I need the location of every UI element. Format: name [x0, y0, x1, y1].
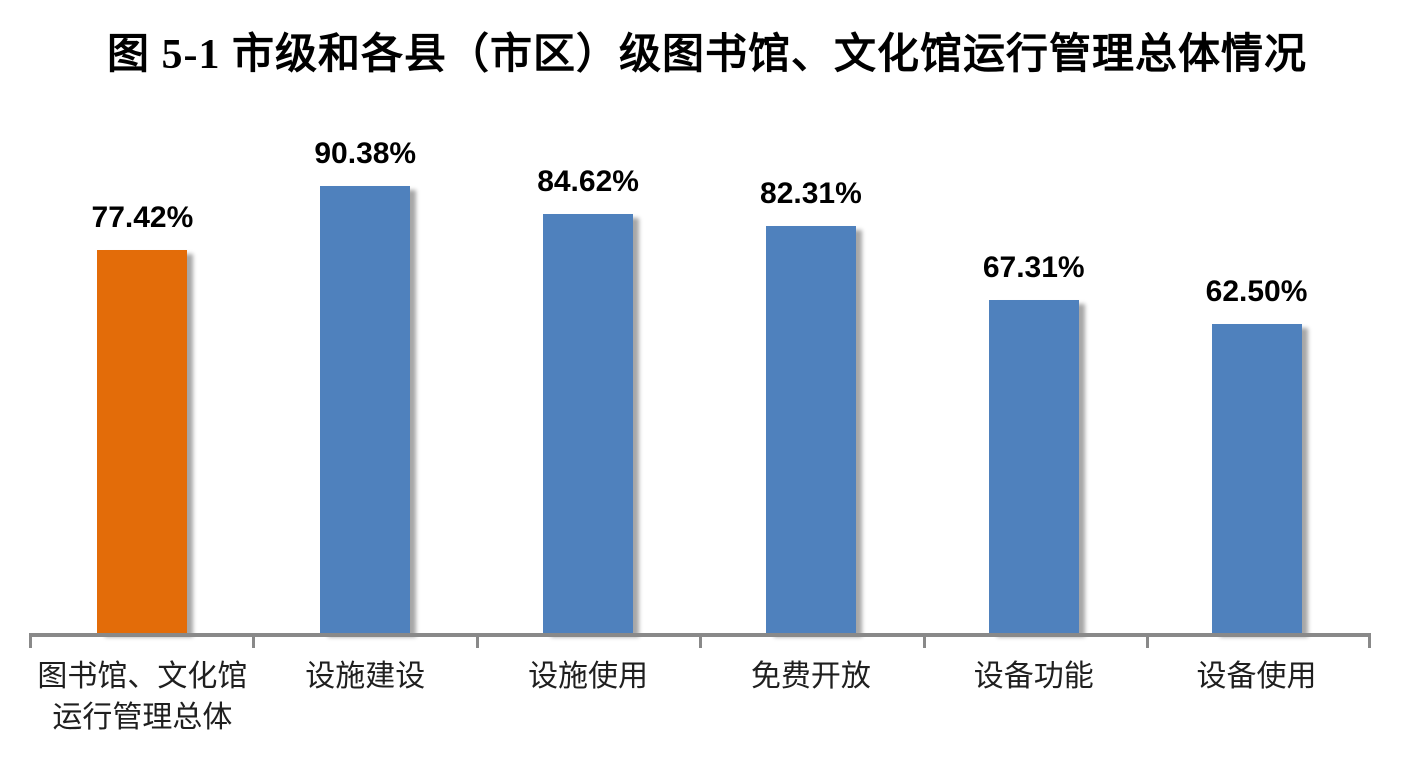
- bar-column: 67.31%: [922, 110, 1145, 635]
- data-label: 90.38%: [314, 136, 417, 170]
- category-label: 设备使用: [1196, 660, 1317, 693]
- axis-tick: [1146, 633, 1150, 648]
- chart-title: 图 5-1 市级和各县（市区）级图书馆、文化馆运行管理总体情况: [107, 32, 1307, 78]
- bar-library-culture-overall: [97, 250, 188, 635]
- plot-area: 77.42% 90.38% 84.62% 82.31% 67.31% 62.50…: [31, 110, 1368, 635]
- bar-column: 84.62%: [477, 110, 700, 635]
- data-label: 82.31%: [760, 176, 862, 210]
- axis-tick: [252, 633, 256, 648]
- data-label: 62.50%: [1205, 275, 1308, 309]
- category-label: 设施建设: [305, 660, 426, 693]
- axis-tick: [1368, 633, 1371, 648]
- category-label: 设备功能: [973, 660, 1094, 693]
- bar-column: 90.38%: [254, 110, 477, 635]
- bar-column: 62.50%: [1145, 110, 1368, 635]
- axis-tick: [699, 633, 703, 648]
- x-axis-line: [29, 633, 1371, 648]
- axis-tick: [475, 633, 479, 648]
- bar-facility-construction: [320, 185, 411, 635]
- data-label: 77.42%: [91, 201, 194, 235]
- category-label: 设施使用: [528, 660, 649, 693]
- bar-free-opening: [765, 225, 856, 635]
- bar-column: 77.42%: [31, 110, 254, 635]
- axis-tick: [922, 633, 926, 648]
- data-label: 84.62%: [537, 165, 639, 199]
- bar-facility-usage: [543, 214, 634, 635]
- category-label: 免费开放: [750, 660, 871, 693]
- axis-tick: [29, 633, 32, 648]
- bar-column: 82.31%: [699, 110, 922, 635]
- category-axis-labels: 图书馆、文化馆运行管理总体 设施建设 设施使用 免费开放 设备功能 设备使用: [31, 656, 1368, 739]
- bar-equipment-function: [988, 300, 1079, 635]
- data-label: 67.31%: [982, 251, 1085, 285]
- category-label: 图书馆、文化馆运行管理总体: [37, 660, 248, 735]
- bar-equipment-usage: [1211, 324, 1302, 635]
